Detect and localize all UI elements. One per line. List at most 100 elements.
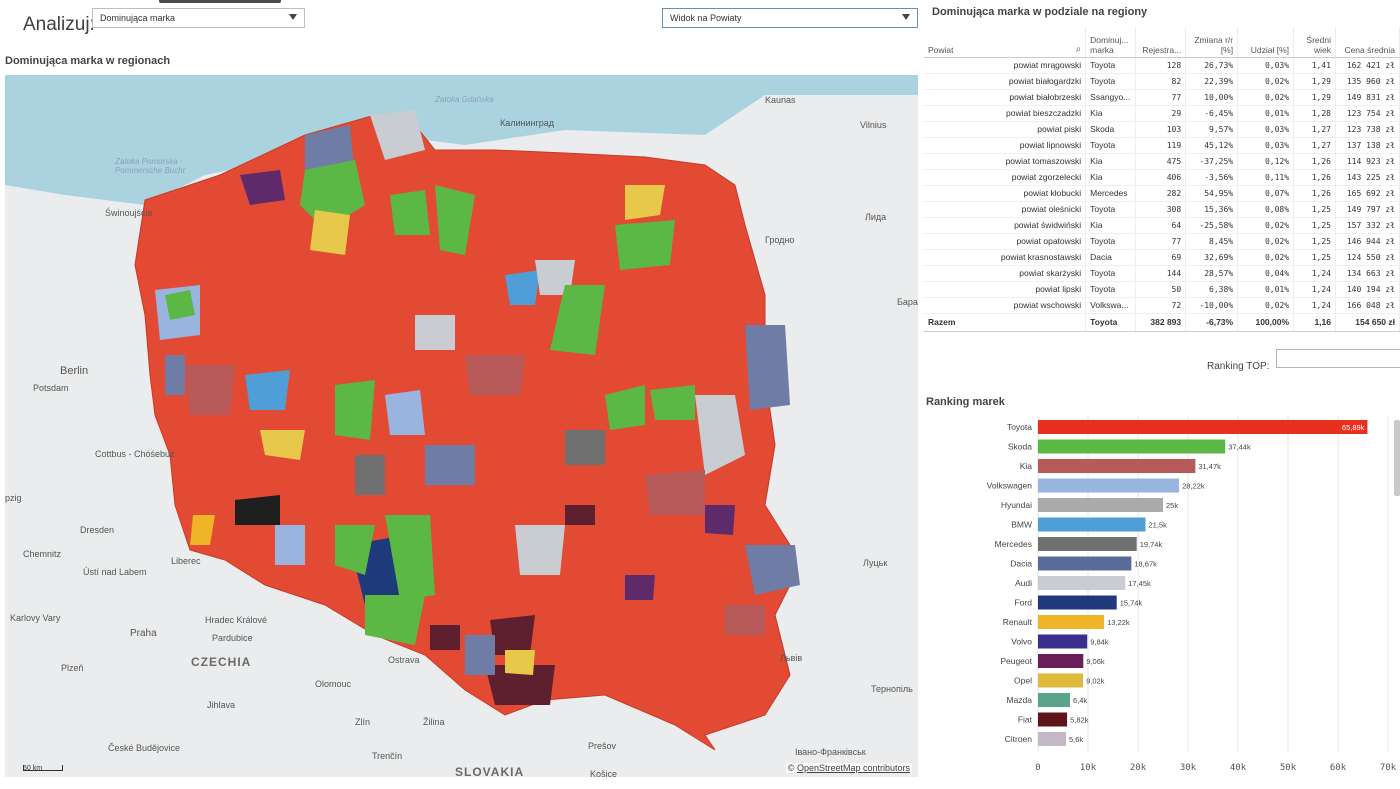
bar[interactable] (1038, 712, 1068, 727)
table-row[interactable]: powiat piski Skoda 103 9,57% 0,03% 1,27 123 73… (924, 121, 1400, 138)
search-icon[interactable]: ⌕ (1075, 43, 1082, 55)
bar[interactable] (1038, 537, 1137, 551)
table-row[interactable]: powiat zgorzelecki Kia 406 -3,56% 0,11% 1,26 1… (924, 169, 1400, 186)
region-patch[interactable] (240, 170, 285, 205)
bar[interactable] (1038, 459, 1196, 473)
region-patch[interactable] (465, 355, 525, 395)
region-patch[interactable] (515, 525, 565, 575)
region-patch[interactable] (365, 595, 425, 645)
region-patch[interactable] (435, 185, 475, 255)
region-patch[interactable] (335, 380, 375, 440)
col-header-sredni-wiek[interactable]: Średni wiek (1293, 27, 1336, 58)
bar[interactable] (1038, 732, 1066, 746)
bar[interactable] (1038, 673, 1084, 688)
table-cell: 1,25 (1293, 217, 1336, 234)
region-patch[interactable] (505, 270, 540, 305)
table-cell: powiat oleśnicki (924, 201, 1087, 218)
region-patch[interactable] (370, 110, 425, 160)
col-header-powiat[interactable]: Powiat ⌕ (924, 27, 1087, 58)
table-row[interactable]: powiat skarżyski Toyota 144 28,57% 0,04% 1,24… (924, 265, 1400, 282)
region-patch[interactable] (615, 220, 675, 270)
region-patch[interactable] (190, 515, 215, 545)
table-row[interactable]: powiat kłobucki Mercedes 282 54,95% 0,07% 1,2… (924, 185, 1400, 202)
col-header-marka[interactable]: Dominuj... marka (1085, 27, 1137, 58)
region-patch[interactable] (310, 210, 350, 255)
chart-scrollbar[interactable] (1394, 420, 1400, 496)
table-row[interactable]: powiat bieszczadzki Kia 29 -6,45% 0,01% 1,28 1… (924, 105, 1400, 122)
region-patch[interactable] (465, 635, 495, 675)
col-header-udzial[interactable]: Udział [%] (1237, 27, 1295, 58)
region-patch[interactable] (385, 515, 435, 600)
region-patch[interactable] (185, 365, 235, 415)
table-cell: 9,57% (1185, 121, 1239, 138)
measure-select[interactable]: Dominująca marka (92, 8, 305, 28)
region-patch[interactable] (550, 285, 605, 355)
region-patch[interactable] (390, 190, 430, 235)
ranking-top-input[interactable] (1276, 349, 1400, 368)
col-header-rejestracje[interactable]: Rejestra... (1135, 27, 1187, 58)
region-patch[interactable] (650, 385, 695, 420)
region-patch[interactable] (425, 445, 475, 485)
bar[interactable] (1038, 517, 1146, 532)
region-patch[interactable] (165, 290, 195, 320)
table-row[interactable]: powiat świdwiński Kia 64 -25,58% 0,02% 1,25 15… (924, 217, 1400, 234)
table-row[interactable]: powiat wschowski Volkswa... 72 -10,00% 0,02%… (924, 297, 1400, 314)
bar[interactable] (1038, 498, 1163, 512)
bar[interactable] (1038, 693, 1070, 707)
table-row[interactable]: powiat opatowski Toyota 77 8,45% 0,02% 1,25 14… (924, 233, 1400, 250)
region-patch[interactable] (385, 390, 425, 435)
region-patch[interactable] (745, 325, 790, 410)
region-patch[interactable] (565, 430, 605, 465)
region-patch[interactable] (235, 495, 280, 525)
region-patch[interactable] (415, 315, 455, 350)
table-cell: powiat krasnostawski (924, 249, 1087, 266)
region-patch[interactable] (645, 470, 705, 515)
osm-link[interactable]: OpenStreetMap contributors (796, 763, 910, 773)
region-patch[interactable] (695, 395, 745, 475)
bar[interactable] (1038, 478, 1180, 493)
table-row[interactable]: powiat mrągowski Toyota 128 26,73% 0,03% 1,41… (924, 57, 1400, 74)
region-patch[interactable] (430, 625, 460, 650)
table-row[interactable]: powiat lipski Toyota 50 6,38% 0,01% 1,24 140 1… (924, 281, 1400, 298)
region-patch[interactable] (705, 505, 735, 535)
bar[interactable] (1038, 654, 1084, 668)
table-row[interactable]: powiat lipnowski Toyota 119 45,12% 0,03% 1,27… (924, 137, 1400, 154)
region-patch[interactable] (565, 505, 595, 525)
bar[interactable] (1038, 615, 1105, 629)
region-patch[interactable] (245, 370, 290, 410)
table-row[interactable]: powiat krasnostawski Dacia 69 32,69% 0,02% 1,… (924, 249, 1400, 266)
table-row[interactable]: powiat białogardzki Toyota 82 22,39% 0,02% 1,… (924, 73, 1400, 90)
region-patch[interactable] (625, 185, 665, 220)
region-patch[interactable] (165, 355, 185, 395)
col-header-zmiana[interactable]: Zmiana r/r [%] (1185, 27, 1239, 58)
region-patch[interactable] (355, 455, 385, 495)
ranking-chart[interactable]: 0 10k 20k 30k 40k 50k 60k 70k Toyota 65,89k Skoda 3… (924, 410, 1400, 784)
table-row[interactable]: powiat tomaszowski Kia 475 -37,25% 0,12% 1,26… (924, 153, 1400, 170)
table-row[interactable]: powiat białobrzeski Ssangyo... 77 10,00% 0,0… (924, 89, 1400, 106)
bar[interactable] (1038, 420, 1368, 434)
table-cell: 114 923 zł (1335, 153, 1400, 170)
region-patch[interactable] (605, 385, 645, 430)
bar[interactable] (1038, 634, 1088, 649)
table-cell: powiat bieszczadzki (924, 105, 1087, 122)
bar[interactable] (1038, 556, 1132, 571)
region-patch[interactable] (490, 615, 535, 655)
region-table[interactable]: Powiat ⌕ Dominuj... marka Rejestra... Zm… (924, 27, 1400, 367)
col-header-cena[interactable]: Cena średnia (1335, 27, 1400, 58)
table-row[interactable]: powiat oleśnicki Toyota 308 15,36% 0,08% 1,25… (924, 201, 1400, 218)
view-select[interactable]: Widok na Powiaty (662, 8, 918, 28)
region-patch[interactable] (275, 525, 305, 565)
bar[interactable] (1038, 595, 1117, 610)
region-patch[interactable] (260, 430, 305, 460)
table-cell: -10,00% (1185, 297, 1239, 314)
region-patch[interactable] (505, 650, 535, 675)
region-patch[interactable] (485, 665, 555, 705)
region-patch[interactable] (335, 525, 375, 575)
bar[interactable] (1038, 439, 1226, 454)
table-total-row[interactable]: Razem Toyota 382 893 -6,73% 100,00% 1,16 154 6… (924, 312, 1400, 332)
region-patch[interactable] (725, 605, 765, 635)
region-patch[interactable] (745, 545, 800, 595)
region-patch[interactable] (625, 575, 655, 600)
choropleth-map[interactable]: Kaunas Vilnius Калининград Zatoka Gdańsk… (5, 75, 918, 777)
bar[interactable] (1038, 576, 1126, 590)
